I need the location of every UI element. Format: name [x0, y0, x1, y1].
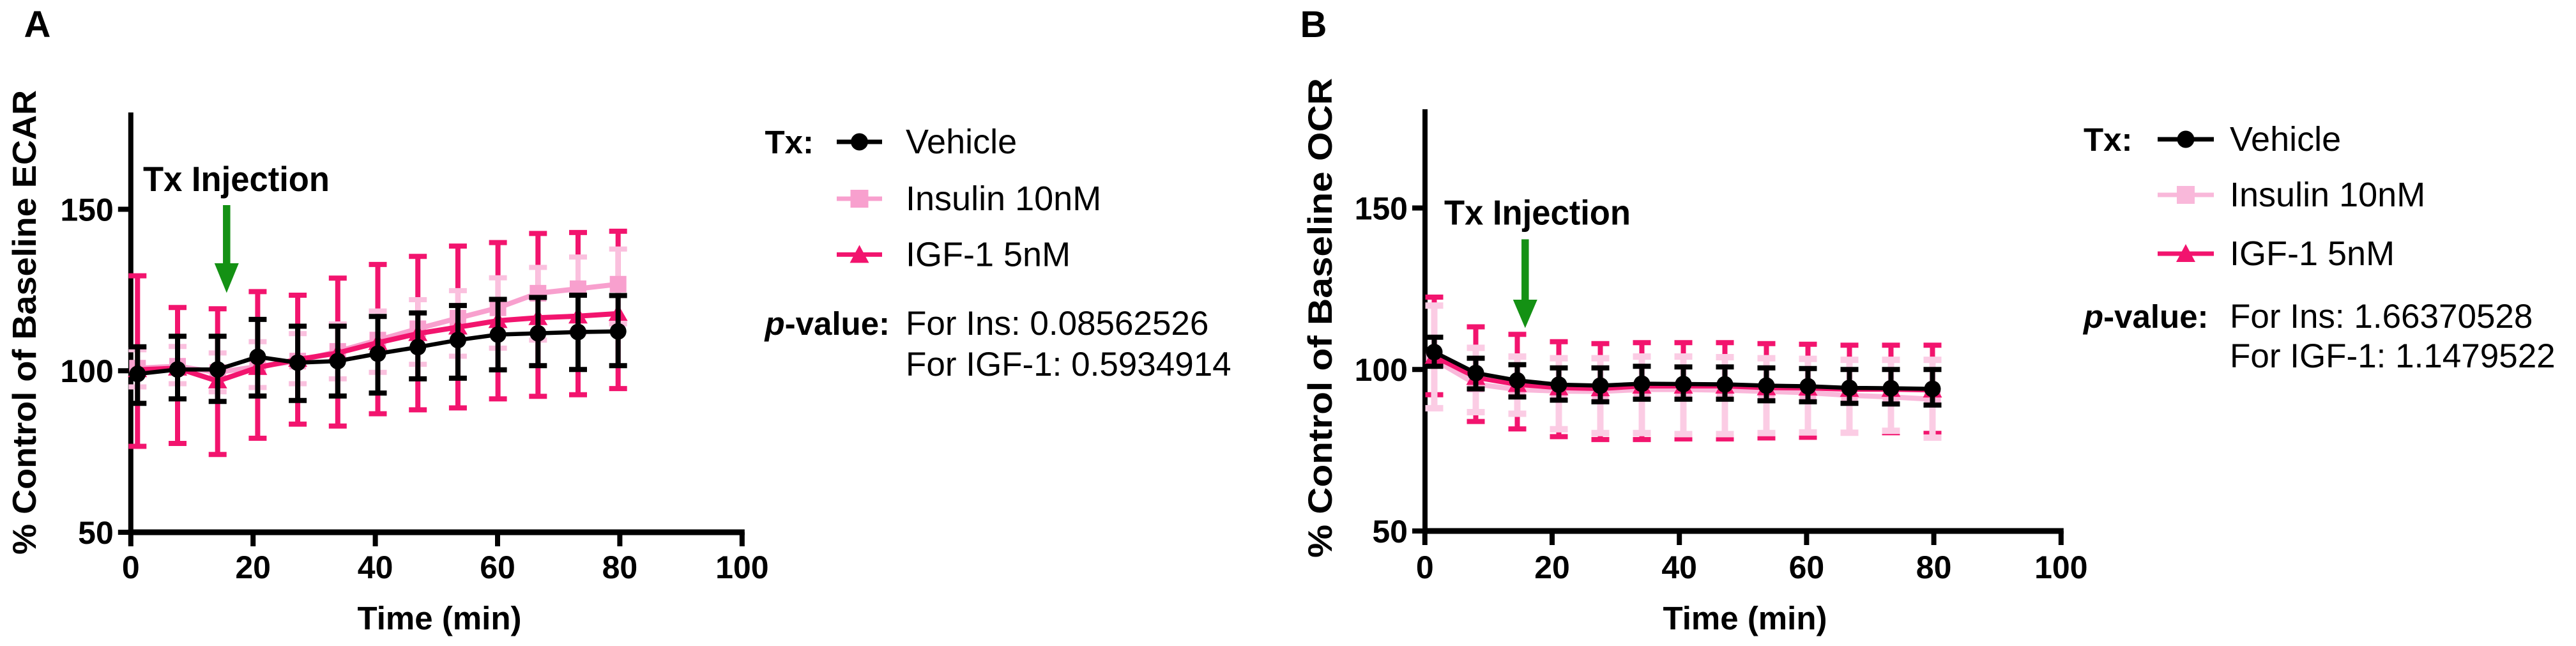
svg-text:60: 60 [1789, 550, 1825, 585]
svg-text:Time (min): Time (min) [358, 600, 522, 636]
svg-text:Tx Injection: Tx Injection [1444, 193, 1631, 233]
svg-text:60: 60 [480, 550, 515, 585]
svg-text:0: 0 [1416, 550, 1434, 585]
svg-text:Tx:: Tx: [2084, 121, 2133, 158]
svg-text:Insulin 10nM: Insulin 10nM [2230, 176, 2425, 214]
svg-text:150: 150 [60, 192, 113, 228]
svg-text:40: 40 [1661, 550, 1697, 585]
svg-text:100: 100 [715, 550, 768, 585]
svg-text:20: 20 [1534, 550, 1570, 585]
svg-text:0: 0 [122, 550, 140, 585]
svg-text:100: 100 [2034, 550, 2087, 585]
svg-text:40: 40 [358, 550, 393, 585]
svg-text:80: 80 [1916, 550, 1952, 585]
svg-text:50: 50 [1372, 514, 1408, 550]
svg-text:For Ins: 1.66370528: For Ins: 1.66370528 [2230, 298, 2533, 335]
svg-text:B: B [1300, 4, 1327, 45]
svg-text:150: 150 [1355, 191, 1408, 227]
svg-text:Time (min): Time (min) [1663, 600, 1827, 636]
svg-text:% Control of Baseline ECAR: % Control of Baseline ECAR [6, 90, 43, 555]
svg-text:80: 80 [602, 550, 638, 585]
svg-text:100: 100 [1355, 352, 1408, 388]
svg-text:100: 100 [60, 353, 113, 389]
svg-text:For IGF-1: 1.1479522: For IGF-1: 1.1479522 [2230, 337, 2556, 375]
svg-text:A: A [24, 4, 51, 45]
svg-text:For Ins: 0.08562526: For Ins: 0.08562526 [906, 305, 1208, 342]
svg-text:p-value:: p-value: [764, 305, 890, 342]
svg-text:IGF-1 5nM: IGF-1 5nM [2230, 235, 2395, 273]
svg-text:p-value:: p-value: [2082, 298, 2209, 335]
svg-text:Vehicle: Vehicle [906, 123, 1017, 161]
svg-text:Tx Injection: Tx Injection [143, 159, 330, 199]
svg-text:Vehicle: Vehicle [2230, 120, 2341, 158]
svg-text:50: 50 [78, 515, 114, 551]
svg-text:Tx:: Tx: [765, 124, 814, 160]
svg-text:20: 20 [235, 550, 271, 585]
svg-text:For IGF-1: 0.5934914: For IGF-1: 0.5934914 [906, 346, 1231, 383]
svg-text:% Control of Baseline OCR: % Control of Baseline OCR [1302, 78, 1339, 558]
svg-text:Insulin 10nM: Insulin 10nM [906, 180, 1101, 218]
svg-text:IGF-1 5nM: IGF-1 5nM [906, 235, 1071, 273]
